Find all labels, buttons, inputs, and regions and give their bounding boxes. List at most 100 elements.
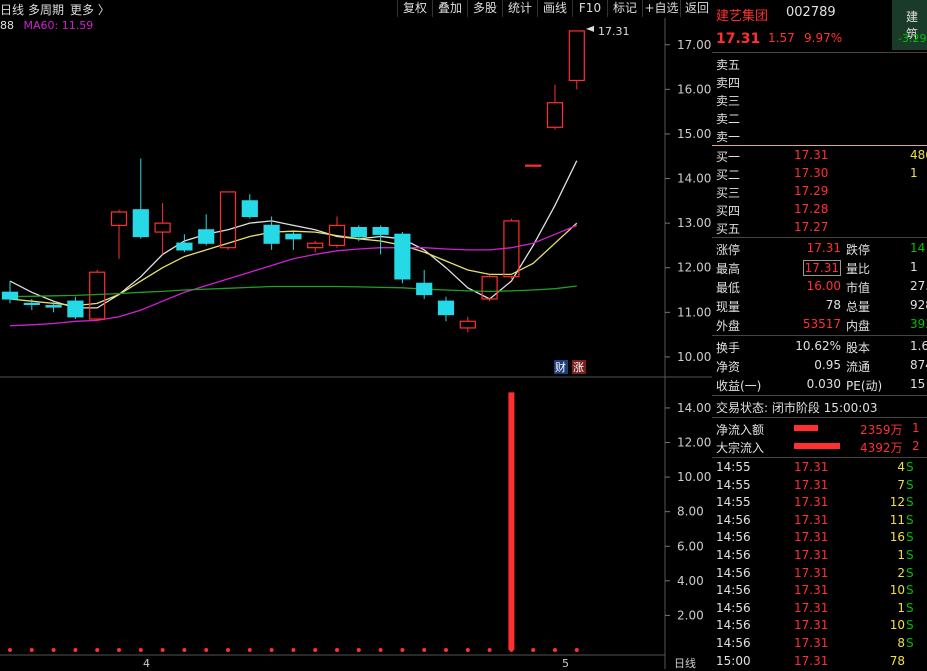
stat-row[interactable]: 净资 0.95 流通 874	[712, 357, 927, 375]
candle[interactable]	[437, 296, 455, 322]
ask-level[interactable]: 卖二	[712, 109, 927, 127]
stat-row[interactable]: 外盘 53517 内盘 393	[712, 316, 927, 334]
mark-button[interactable]: 标记	[607, 0, 642, 17]
chart-canvas[interactable]: 17.00 16.00 15.00 14.00 13.00 12.00 11.00 10.00…	[0, 0, 712, 669]
tick-row[interactable]: 14:55 17.31 7 S	[712, 477, 927, 495]
candle[interactable]	[263, 216, 280, 250]
candle[interactable]	[481, 274, 498, 302]
tick-row[interactable]: 14:56 17.31 10 S	[712, 582, 927, 600]
volume-tick-label: 2.00	[677, 608, 704, 622]
candle[interactable]	[459, 316, 476, 333]
candle[interactable]	[219, 191, 237, 250]
ma60-legend: MA60: 11.59	[23, 19, 94, 32]
candle[interactable]	[328, 216, 346, 248]
tick-side: S	[906, 600, 914, 615]
volume-tick-label: 14.00	[677, 401, 711, 415]
candle[interactable]	[132, 158, 149, 239]
back-button[interactable]: 返回	[680, 0, 713, 17]
stat-row[interactable]: 换手 10.62% 股本 1.60	[712, 338, 927, 356]
add-watchlist-button[interactable]: +自选	[642, 0, 680, 17]
tick-row[interactable]: 14:55 17.31 4 S	[712, 459, 927, 477]
candle[interactable]	[45, 301, 62, 313]
bid-level[interactable]: 买三 17.29	[712, 183, 927, 201]
price-tick-label: 12.00	[677, 261, 711, 275]
candle[interactable]	[1, 281, 19, 304]
ask-level[interactable]: 卖三	[712, 91, 927, 109]
candle[interactable]	[394, 232, 411, 284]
tick-side: S	[906, 460, 914, 474]
stat-label: 现量	[716, 300, 741, 314]
tick-row[interactable]: 14:56 17.31 1 S	[712, 600, 927, 618]
bid-level[interactable]: 买二 17.30 1	[712, 165, 927, 183]
bid-price: 17.30	[794, 166, 829, 180]
candle[interactable]	[546, 84, 564, 130]
tick-row[interactable]: 14:56 17.31 1 S	[712, 547, 927, 565]
multi-period-tab[interactable]: 多周期	[28, 3, 65, 17]
tick-time: 14:56	[716, 512, 751, 527]
volume-bar[interactable]	[508, 392, 515, 650]
draw-line-button[interactable]: 画线	[537, 0, 572, 17]
bid-level[interactable]: 买四 17.28	[712, 201, 927, 219]
tick-row[interactable]: 15:00 17.31 78	[712, 653, 927, 671]
tick-row[interactable]: 14:56 17.31 10 S	[712, 617, 927, 635]
bid-level[interactable]: 买一 17.31 486	[712, 147, 927, 165]
candle[interactable]	[416, 269, 433, 299]
last-price-marker: 17.31	[586, 25, 630, 38]
f10-button[interactable]: F10	[572, 0, 607, 17]
candle[interactable]	[350, 225, 367, 241]
candle[interactable]	[198, 214, 215, 246]
tick-row[interactable]: 14:56 17.31 16 S	[712, 529, 927, 547]
candle-body	[219, 191, 237, 249]
tick-row[interactable]: 14:56 17.31 8 S	[712, 635, 927, 653]
tick-side: S	[906, 477, 914, 492]
candle[interactable]	[307, 240, 324, 253]
bid-level[interactable]: 买五 17.27	[712, 219, 927, 237]
ask-level[interactable]: 卖五	[712, 55, 927, 73]
tick-row[interactable]: 14:56 17.31 11 S	[712, 512, 927, 530]
candle[interactable]	[176, 234, 193, 253]
candle[interactable]	[241, 194, 258, 219]
adjust-button[interactable]: 复权	[397, 0, 432, 17]
stat-value-2: 1.60	[910, 339, 927, 353]
stat-row[interactable]: 现量 78 总量 928	[712, 297, 927, 315]
bid-label: 买二	[716, 168, 741, 182]
volume-dot	[204, 648, 209, 652]
candle[interactable]	[23, 298, 40, 311]
multi-stock-button[interactable]: 多股	[467, 0, 502, 17]
tick-side: S	[906, 530, 914, 545]
chart-toolbar: 日线 多周期 更多 〉 复权 叠加 多股 统计 画线 F10 标记 +自选 返回	[0, 0, 712, 18]
stat-row[interactable]: 最低 16.00 市值 27.	[712, 278, 927, 296]
ask-level[interactable]: 卖四	[712, 73, 927, 91]
statistics-button[interactable]: 统计	[502, 0, 537, 17]
candle[interactable]	[67, 296, 84, 320]
candle[interactable]	[110, 209, 128, 259]
period-tag[interactable]: 日线	[674, 656, 696, 669]
candle[interactable]	[503, 218, 520, 279]
tick-volume: 10	[889, 583, 905, 598]
candle[interactable]	[568, 30, 585, 90]
tick-row[interactable]: 14:56 17.31 2 S	[712, 565, 927, 583]
candle[interactable]	[154, 203, 171, 255]
candle[interactable]	[89, 269, 106, 322]
volume-tick-label: 10.00	[677, 470, 711, 484]
candle[interactable]	[372, 225, 389, 255]
stat-value: 0.030	[806, 377, 841, 391]
ask-level[interactable]: 卖一	[712, 127, 927, 145]
sector-tag[interactable]: 建筑 -3.29	[892, 0, 927, 50]
tick-price: 17.31	[794, 548, 829, 562]
stat-label: 涨停	[716, 243, 741, 257]
stat-row[interactable]: 涨停 17.31 跌停 14	[712, 240, 927, 258]
more-menu[interactable]: 更多 〉	[70, 3, 110, 17]
stat-row[interactable]: 收益(一) 0.030 PE(动) 15	[712, 376, 927, 394]
stat-row[interactable]: 最高 17.31 量比 1	[712, 259, 927, 277]
tick-price: 17.31	[794, 600, 829, 615]
stat-label-2: 量比	[846, 262, 871, 276]
limit-up-badge[interactable]: 涨	[573, 361, 584, 374]
finance-badge[interactable]: 财	[555, 360, 566, 374]
period-daily-tab[interactable]: 日线	[0, 3, 25, 17]
overlay-button[interactable]: 叠加	[432, 0, 467, 17]
tick-row[interactable]: 14:55 17.31 12 S	[712, 494, 927, 512]
candle[interactable]	[285, 232, 302, 250]
candle[interactable]	[525, 164, 542, 167]
volume-dot	[378, 648, 383, 652]
